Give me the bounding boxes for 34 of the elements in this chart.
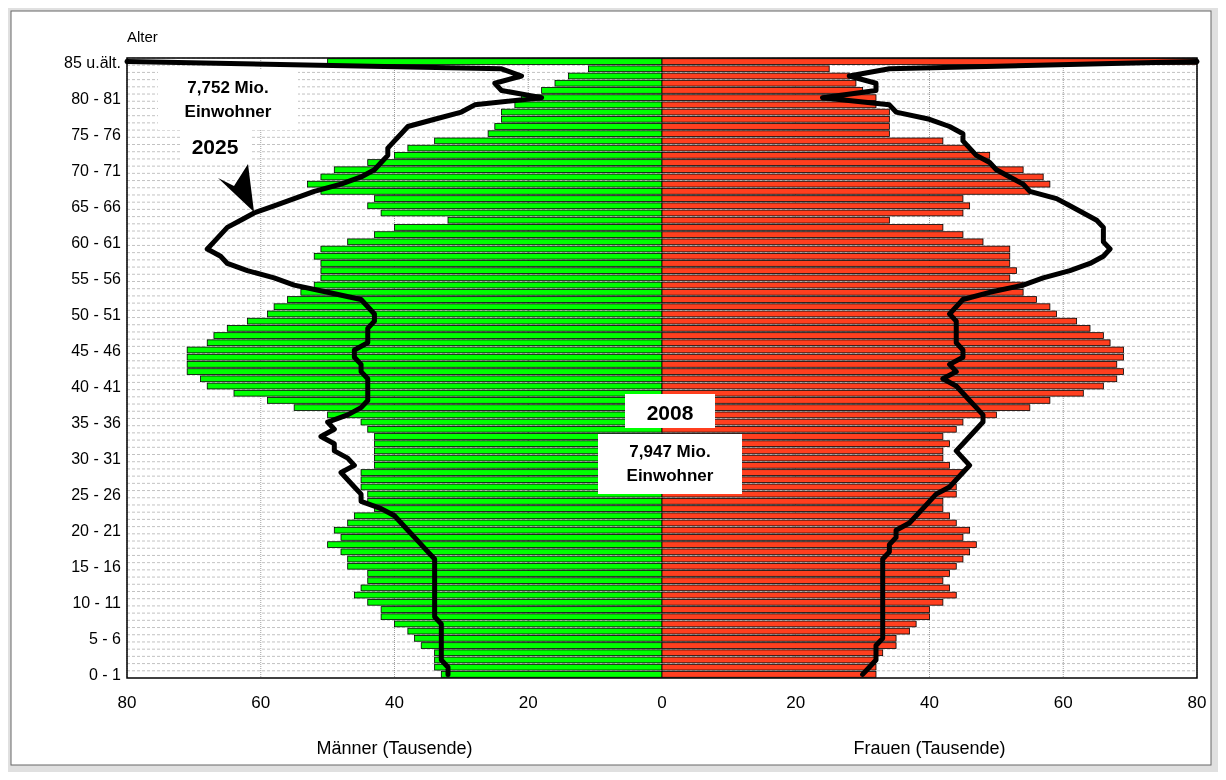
y-axis-title: Alter [127, 28, 158, 45]
x-tick-label: 0 [657, 693, 667, 712]
y-tick-label: 0 - 1 [88, 666, 122, 684]
y-tick-label: 80 - 81 [71, 89, 122, 107]
x-tick-label: 40 [385, 693, 404, 712]
y-tick-label: 50 - 51 [71, 305, 122, 323]
x-axis-title: Männer (Tausende) [316, 738, 473, 758]
y-tick-label: 85 u.ält. [64, 53, 121, 71]
annotation: 7,752 Mio. Einwohner [184, 78, 272, 121]
y-tick-label: 5 - 6 [88, 630, 122, 648]
y-tick-label: 35 - 36 [71, 414, 122, 432]
annotation: 2008 [646, 401, 694, 424]
y-tick-label: 40 - 41 [71, 378, 122, 396]
x-tick-label: 80 [1187, 693, 1207, 712]
text: Frauen (Tausende) [853, 738, 1006, 758]
x-tick-label: 60 [1053, 693, 1073, 712]
y-tick-label: 70 - 71 [71, 161, 122, 179]
annotation: 2025 [191, 135, 239, 158]
annotation: 7,947 Mio. Einwohner [626, 442, 714, 485]
y-tick-label: 55 - 56 [71, 269, 122, 287]
y-tick-label: 10 - 11 [72, 594, 122, 612]
y-tick-label: 25 - 26 [71, 486, 122, 504]
y-tick-label: 15 - 16 [71, 558, 122, 576]
y-tick-label: 60 - 61 [71, 233, 122, 251]
x-tick-label: 40 [920, 693, 939, 712]
x-tick-label: 60 [251, 693, 271, 712]
y-tick-label: 75 - 76 [71, 125, 122, 143]
y-tick-label: 30 - 31 [71, 450, 122, 468]
x-tick-label: 20 [786, 693, 806, 712]
x-tick-label: 20 [518, 693, 538, 712]
x-tick-label: 80 [117, 693, 137, 712]
y-tick-label: 45 - 46 [71, 341, 122, 359]
y-tick-label: 65 - 66 [71, 197, 122, 215]
y-tick-label: 20 - 21 [71, 522, 122, 540]
